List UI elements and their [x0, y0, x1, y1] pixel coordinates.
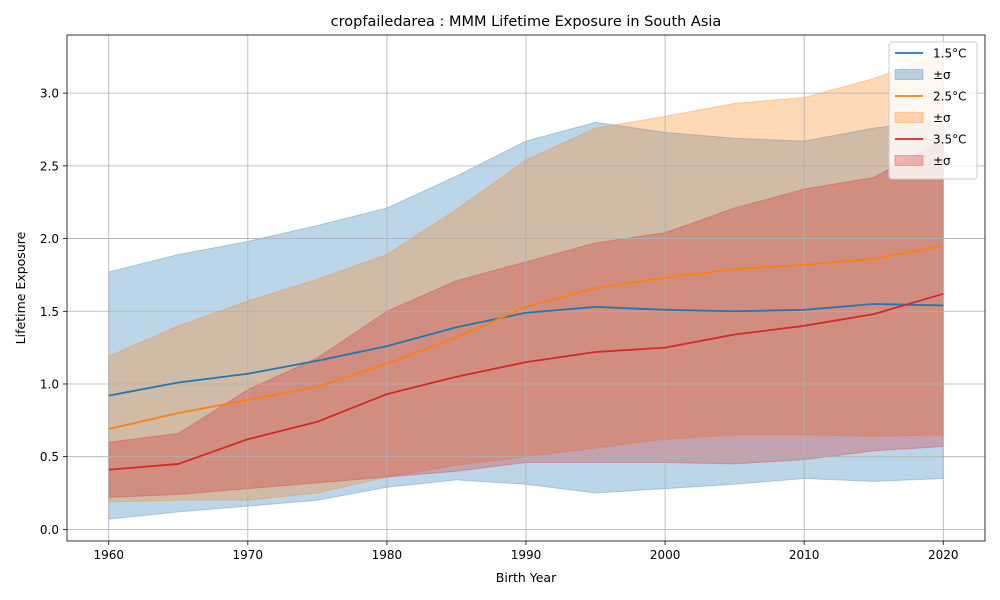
- y-tick-label: 0.5: [40, 450, 59, 464]
- grid-lines: [67, 35, 985, 541]
- x-tick-label: 2000: [650, 548, 681, 562]
- x-tick-label: 2010: [789, 548, 820, 562]
- legend-box: [888, 41, 978, 180]
- y-tick-label: 0.0: [40, 523, 59, 537]
- legend-band-swatch: [894, 112, 924, 123]
- x-tick-label: 1980: [372, 548, 403, 562]
- legend-label: ±σ: [933, 68, 951, 82]
- y-tick-label: 1.5: [40, 305, 59, 319]
- line-series-3: [108, 292, 944, 471]
- legend-label: ±σ: [933, 154, 951, 168]
- x-tick-label: 1970: [233, 548, 264, 562]
- y-tick-label: 1.0: [40, 377, 59, 391]
- legend: 1.5°C ±σ 2.5°C ±σ 3.5°C ±σ: [888, 41, 978, 180]
- x-tick-label: 1960: [93, 548, 124, 562]
- chart-title: cropfailedarea : MMM Lifetime Exposure i…: [331, 14, 722, 30]
- y-tick-label: 2.0: [40, 232, 59, 246]
- x-tick-label: 2020: [928, 548, 959, 562]
- legend-label: ±σ: [933, 111, 951, 125]
- y-tick-label: 3.0: [40, 87, 59, 101]
- legend-band-swatch: [894, 155, 924, 166]
- legend-label: 1.5°C: [933, 47, 966, 61]
- series-lines: [108, 244, 944, 471]
- x-axis-label: Birth Year: [496, 570, 557, 585]
- legend-label: 3.5°C: [933, 133, 966, 147]
- x-tick-label: 1990: [511, 548, 542, 562]
- legend-label: 2.5°C: [933, 90, 966, 104]
- y-axis: 0.0 0.5 1.0 1.5 2.0 2.5 3.0: [40, 87, 67, 537]
- line-series-1: [108, 303, 944, 397]
- line-series-2: [108, 244, 944, 430]
- legend-band-swatch: [894, 69, 924, 80]
- y-tick-label: 2.5: [40, 159, 59, 173]
- x-axis: 1960 1970 1980 1990 2000 2010 2020: [93, 541, 959, 562]
- y-axis-label: Lifetime Exposure: [13, 231, 28, 344]
